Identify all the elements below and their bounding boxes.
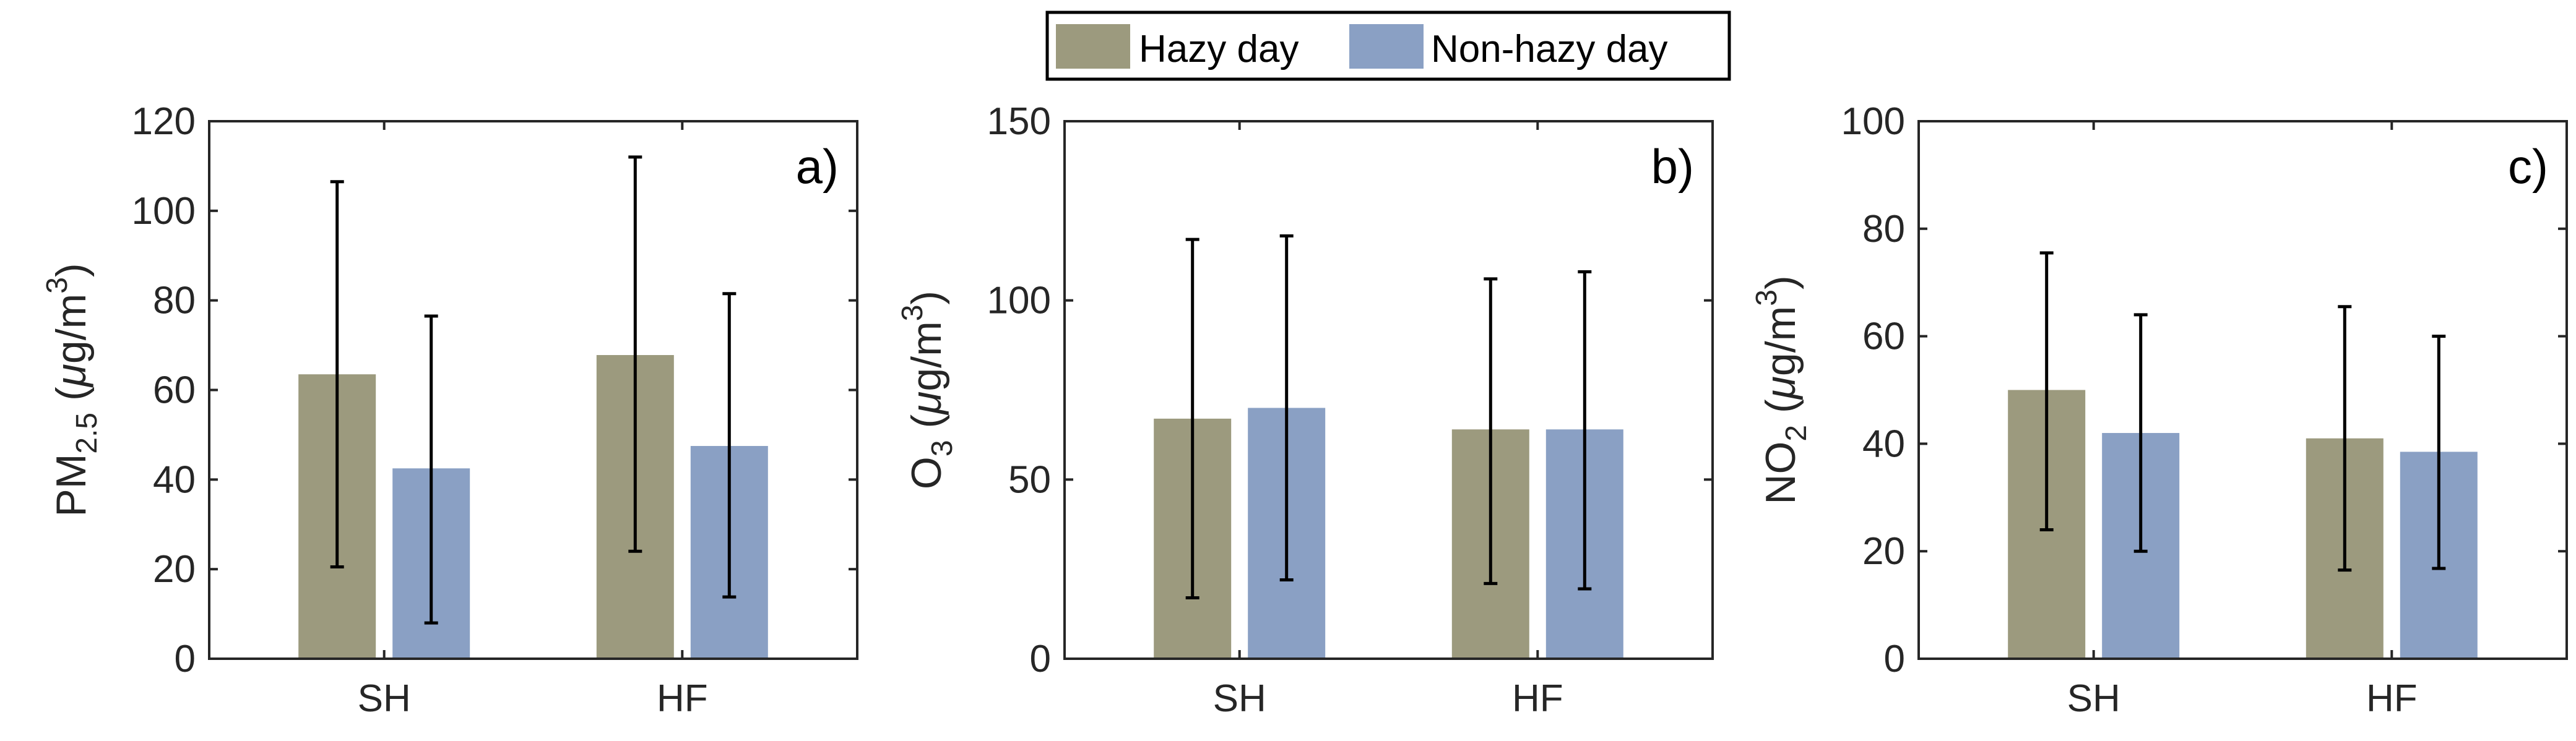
error-bar-sh-hazy [1185, 238, 1199, 600]
y-tick-label: 60 [1862, 315, 1905, 358]
y-axis-label-part: μ [903, 392, 950, 416]
y-tick-label: 120 [132, 100, 196, 143]
y-tick-label: 20 [1862, 530, 1905, 573]
y-axis-label: O3 (μg/m3) [896, 291, 959, 489]
x-tick-label: SH [2067, 677, 2120, 720]
y-axis-label-part: O [903, 456, 950, 489]
y-tick-label: 40 [1862, 422, 1905, 465]
error-bar-sh-nonhazy [1279, 234, 1294, 582]
x-tick-label: SH [358, 677, 411, 720]
y-axis-label-part: ( [48, 387, 95, 413]
y-tick-label: 100 [1841, 100, 1905, 143]
y-tick-label: 50 [1008, 458, 1051, 501]
y-axis-label-part: μ [48, 364, 95, 388]
legend-label-hazy: Hazy day [1139, 28, 1299, 71]
y-axis-label-part: g/m [903, 321, 950, 391]
y-tick-label: 40 [153, 458, 196, 501]
legend-swatch-hazy [1056, 24, 1130, 69]
chart-panel-3: SH HF 0 20 40 60 80 100 c) NO2 (μg/m3) [1750, 100, 2568, 720]
y-axis-label-part: NO [1757, 442, 1804, 505]
y-tick-label: 100 [132, 190, 196, 233]
y-tick-label: 100 [987, 280, 1051, 322]
y-tick-label: 20 [153, 548, 196, 591]
x-tick-label: HF [1512, 677, 1563, 720]
y-axis-label-part: g/m [1757, 306, 1804, 376]
y-axis-label-part: 3 [926, 440, 959, 456]
panel-label: b) [1651, 139, 1694, 194]
y-tick-label: 0 [1884, 638, 1905, 680]
error-bar-hf-hazy [2338, 305, 2352, 572]
error-bar-hf-hazy [628, 155, 642, 553]
y-tick-label: 0 [175, 638, 196, 680]
y-axis-label-part: 3 [896, 305, 929, 322]
axes-box [1063, 120, 1714, 660]
y-axis-label-part: ( [903, 414, 950, 440]
legend-swatch-nonhazy [1349, 24, 1424, 69]
y-axis-label-part: ) [48, 263, 95, 277]
y-tick-label: 0 [1030, 638, 1051, 680]
axes-box [208, 120, 858, 660]
panel-label: c) [2508, 139, 2548, 194]
y-axis-label-part: μ [1757, 376, 1804, 400]
error-bar-hf-nonhazy [2432, 335, 2446, 570]
x-tick-label: HF [657, 677, 708, 720]
error-bar-sh-hazy [330, 180, 344, 569]
legend: Hazy day Non-hazy day [1045, 11, 1731, 81]
y-tick-label: 150 [987, 100, 1051, 143]
error-bar-sh-nonhazy [424, 314, 438, 625]
y-axis-label-part: ) [1757, 275, 1804, 289]
y-axis-label-part: 2 [1780, 425, 1813, 442]
y-axis-label-part: 3 [1750, 289, 1783, 306]
y-tick-label: 60 [153, 369, 196, 412]
axes-box [1917, 120, 2568, 660]
y-tick-label: 80 [1862, 208, 1905, 251]
y-axis-label-part: PM [48, 454, 95, 517]
error-bar-hf-nonhazy [1578, 270, 1592, 591]
y-axis-label: NO2 (μg/m3) [1750, 275, 1813, 504]
x-tick-label: SH [1213, 677, 1266, 720]
y-axis-label: PM2.5 (μg/m3) [41, 263, 103, 516]
legend-label-nonhazy: Non-hazy day [1431, 28, 1668, 71]
y-axis-label-part: 3 [41, 277, 74, 294]
error-bar-hf-nonhazy [722, 292, 737, 599]
panel-label: a) [796, 139, 839, 194]
error-bar-hf-hazy [1484, 277, 1498, 585]
error-bar-sh-hazy [2039, 251, 2054, 531]
error-bar-sh-nonhazy [2133, 313, 2148, 553]
y-axis-label-part: ) [903, 291, 950, 305]
x-tick-label: HF [2366, 677, 2418, 720]
y-axis-label-part: ( [1757, 399, 1804, 425]
y-axis-label-part: 2.5 [71, 413, 103, 454]
chart-panel-1: SH HF 0 20 40 60 80 100 120 a) PM2.5 (μg/m3) [41, 100, 858, 720]
y-tick-label: 80 [153, 280, 196, 322]
y-axis-label-part: g/m [48, 294, 95, 364]
